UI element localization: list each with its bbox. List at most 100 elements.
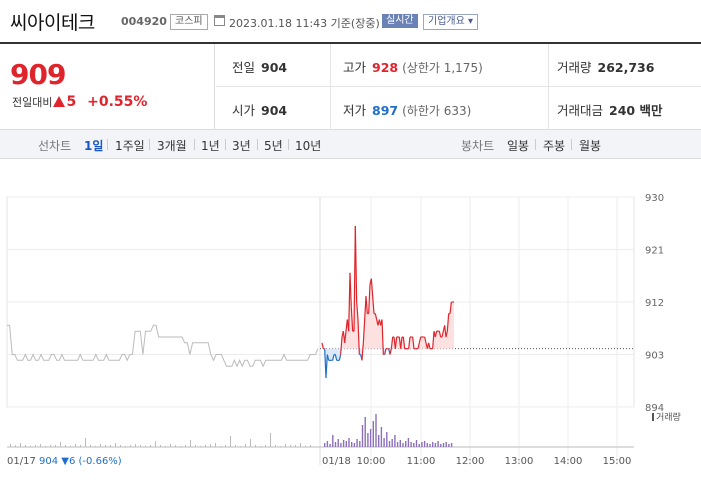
volume-bar bbox=[115, 443, 116, 447]
divider bbox=[216, 86, 701, 87]
volume-bar bbox=[160, 445, 161, 447]
today-price-segment bbox=[418, 336, 422, 343]
tab-monthly-candle[interactable]: 월봉 bbox=[579, 139, 602, 153]
volume-bar bbox=[245, 444, 246, 447]
volume-bar bbox=[250, 439, 251, 447]
volume-bar bbox=[329, 444, 331, 447]
volume-bar bbox=[334, 442, 337, 447]
today-price-segment bbox=[445, 331, 448, 338]
volume-bar bbox=[280, 446, 281, 447]
tab-3year[interactable]: 3년 bbox=[232, 139, 251, 153]
volume-bar bbox=[45, 446, 46, 447]
market-badge: 코스피 bbox=[170, 14, 208, 30]
x-tick-label: 13:00 bbox=[505, 456, 534, 467]
volume-bar bbox=[305, 446, 306, 447]
tab-weekly-candle[interactable]: 주봉 bbox=[543, 139, 566, 153]
tab-1year[interactable]: 1년 bbox=[201, 139, 220, 153]
volume-bar bbox=[402, 443, 404, 447]
prev-close-label: 전일 bbox=[232, 60, 256, 75]
volume-bar bbox=[15, 445, 16, 447]
today-price-segment bbox=[417, 342, 420, 349]
tab-divider bbox=[225, 139, 226, 150]
volume-bar bbox=[120, 445, 121, 447]
current-price: 909 bbox=[10, 58, 66, 91]
today-price-segment bbox=[402, 336, 406, 349]
amount-stat: 거래대금 240 백만 bbox=[557, 100, 662, 119]
company-overview-button[interactable]: 기업개요 ▾ bbox=[423, 14, 478, 30]
volume-bar bbox=[445, 442, 447, 447]
price-change: 전일대비 5 +0.55% bbox=[12, 94, 147, 110]
volume-bar bbox=[95, 446, 96, 447]
today-price-segment bbox=[446, 313, 450, 332]
candle-chart-title: 봉차트 bbox=[461, 139, 495, 153]
volume-label: 거래량 bbox=[557, 60, 592, 75]
volume-bar bbox=[396, 442, 399, 447]
volume-bar bbox=[70, 446, 71, 447]
tab-divider bbox=[257, 139, 258, 150]
volume-stat: 거래량 262,736 bbox=[557, 57, 654, 76]
volume-bar bbox=[20, 443, 21, 447]
tab-1week[interactable]: 1주일 bbox=[115, 139, 145, 153]
today-price-segment bbox=[400, 336, 403, 349]
volume-bar bbox=[195, 445, 196, 447]
today-price-segment bbox=[368, 284, 371, 314]
today-price-segment bbox=[321, 342, 324, 349]
volume-bar bbox=[399, 440, 401, 447]
tab-10year[interactable]: 10년 bbox=[295, 139, 322, 153]
volume-bar bbox=[55, 445, 56, 447]
volume-bar bbox=[125, 446, 126, 447]
volume-bar bbox=[170, 444, 171, 447]
today-price-segment bbox=[344, 331, 347, 343]
tab-divider bbox=[107, 139, 108, 150]
volume-bar bbox=[270, 433, 271, 447]
volume-bar bbox=[310, 445, 311, 447]
today-price-segment bbox=[365, 296, 368, 314]
amount-value: 240 백만 bbox=[609, 103, 663, 118]
today-price-segment bbox=[394, 336, 398, 349]
volume-bar bbox=[200, 446, 201, 447]
tab-divider bbox=[535, 139, 536, 150]
volume-bar bbox=[324, 443, 326, 447]
tab-3month[interactable]: 3개월 bbox=[157, 139, 187, 153]
volume-bar bbox=[255, 445, 256, 447]
prev-day-change: ▼6 (-0.66%) bbox=[61, 456, 122, 467]
volume-bar bbox=[450, 443, 453, 447]
volume-bar bbox=[423, 441, 426, 447]
tab-5year[interactable]: 5년 bbox=[264, 139, 283, 153]
up-triangle-icon bbox=[53, 96, 66, 107]
tab-1day[interactable]: 1일 bbox=[84, 139, 104, 153]
prev-close-stat: 전일 904 bbox=[232, 57, 287, 76]
volume-bar bbox=[110, 445, 111, 447]
y-tick-label: 903 bbox=[645, 351, 664, 362]
amount-label: 거래대금 bbox=[557, 103, 604, 118]
change-label: 전일대비 bbox=[12, 96, 53, 109]
x-tick-label: 15:00 bbox=[603, 456, 632, 467]
volume-bar bbox=[367, 433, 369, 447]
today-price-segment bbox=[326, 354, 330, 361]
volume-bar bbox=[415, 440, 418, 447]
low-value: 897 bbox=[372, 103, 399, 118]
prev-day-price-line bbox=[7, 324, 319, 368]
realtime-badge: 실시간 bbox=[382, 14, 418, 28]
volume-bar bbox=[90, 445, 91, 447]
volume-bar bbox=[155, 441, 156, 447]
x-tick-label: 11:00 bbox=[407, 456, 436, 467]
tab-daily-candle[interactable]: 일봉 bbox=[507, 139, 530, 153]
today-price-segment bbox=[334, 354, 338, 361]
volume-bar bbox=[442, 443, 445, 447]
today-price-segment bbox=[325, 354, 328, 378]
today-price-segment bbox=[340, 336, 343, 355]
open-label: 시가 bbox=[232, 103, 256, 118]
volume-bar bbox=[394, 435, 396, 447]
today-price-segment bbox=[408, 336, 411, 349]
chart-period-tabs: 선차트 1일 1주일 3개월 1년 3년 5년 10년 봉차트 일봉 주봉 월봉 bbox=[0, 130, 701, 159]
today-price-segment bbox=[432, 331, 435, 349]
today-price-segment bbox=[428, 342, 431, 349]
change-value: 5 bbox=[66, 94, 77, 110]
volume-bar bbox=[60, 442, 61, 447]
volume-bar bbox=[440, 444, 442, 447]
today-price-segment bbox=[332, 354, 335, 361]
today-price-segment bbox=[384, 348, 387, 355]
volume-bar bbox=[345, 441, 347, 447]
